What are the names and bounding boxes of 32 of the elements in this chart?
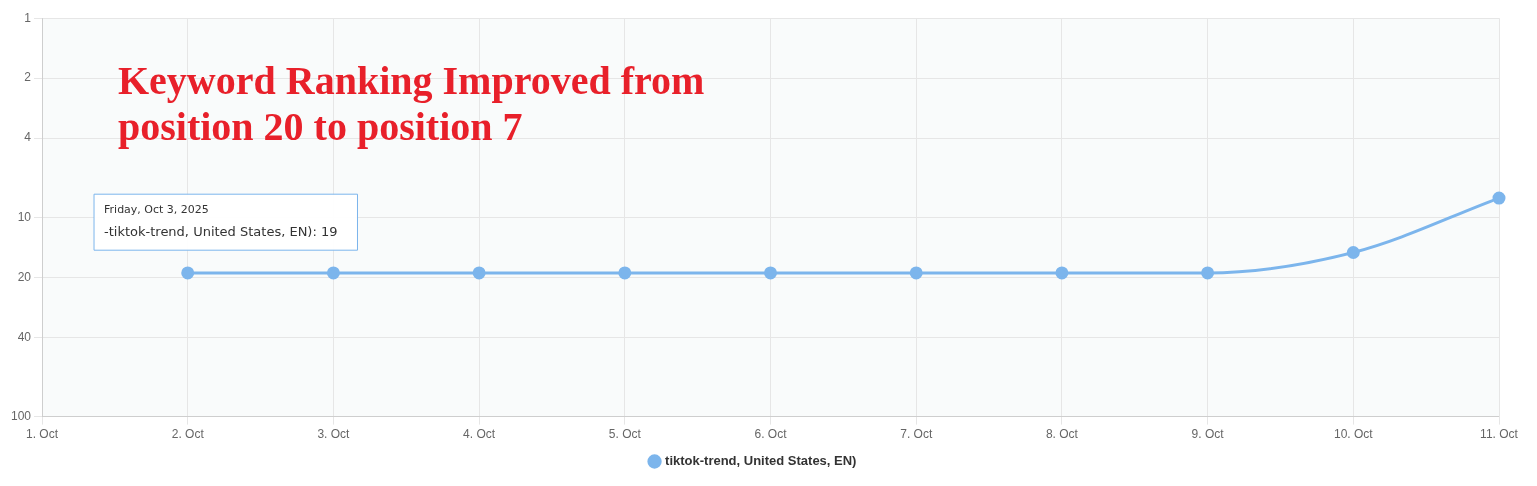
point [1201, 266, 1215, 280]
x-tick-label: 8. Oct [1045, 427, 1079, 442]
point [618, 266, 632, 280]
point [1055, 266, 1069, 280]
x-tick-label: 7. Oct [900, 427, 933, 442]
y-tick-label: 40 [17, 329, 32, 344]
y-tick-label: 10 [17, 209, 32, 224]
x-tick-label: 9. Oct [1191, 427, 1225, 442]
x-tick-label: 4. Oct [463, 427, 496, 442]
y-tick-label: 100 [10, 408, 32, 423]
text: Keyword Ranking Improved from position 20 to position 7 [118, 58, 706, 150]
x-tick-label: 10. Oct [1333, 427, 1374, 442]
y-tick-label: 4 [24, 130, 32, 145]
x-tick-label: 2. Oct [171, 427, 205, 442]
x-tick-label: 11. Oct [1480, 427, 1519, 442]
y-tick-label: 20 [17, 269, 32, 284]
x-tick-label: 1. Oct [26, 427, 59, 442]
point [181, 266, 195, 280]
point [764, 266, 778, 280]
point [909, 266, 923, 280]
point [472, 266, 486, 280]
point [326, 266, 340, 280]
legend-label: tiktok-trend, United States, EN) [665, 453, 857, 469]
y-tick-label: 2 [24, 70, 32, 85]
annotation: Friday, Oct 3, 2025 [104, 203, 209, 217]
x-tick-label: 5. Oct [608, 427, 642, 442]
point [1346, 245, 1360, 259]
y-tick-label: 1 [24, 10, 32, 25]
x-tick-label: 6. Oct [754, 427, 788, 442]
point [1492, 191, 1506, 205]
annotation: -tiktok-trend, United States, EN): 19 [104, 223, 338, 239]
x-tick-label: 3. Oct [317, 427, 351, 442]
